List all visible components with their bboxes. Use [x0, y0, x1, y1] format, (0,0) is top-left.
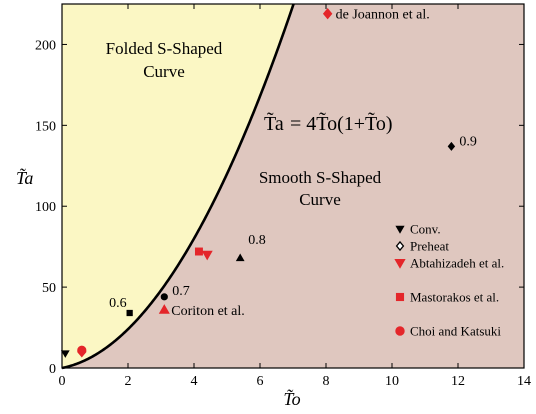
marker-diamond — [77, 346, 87, 358]
y-tick-label: 100 — [35, 200, 56, 215]
smooth-region-label-line2: Curve — [299, 190, 341, 209]
marker-triangle-down — [394, 258, 406, 269]
x-tick-label: 6 — [257, 374, 264, 389]
point-label: 0.6 — [109, 296, 127, 311]
y-tick-label: 0 — [49, 362, 56, 377]
marker-triangle-down — [201, 250, 213, 261]
legend-item-label: Conv. — [410, 222, 441, 237]
legend-item-label: Preheat — [410, 239, 449, 254]
data-points: 0.9 0.8 0.7 0.6 de Joannon et al. Coriton et … — [60, 8, 477, 358]
plot-frame — [61, 3, 525, 369]
folded-region-label: Folded S-Shaped Curve — [106, 39, 223, 81]
marker-triangle-up — [235, 253, 245, 262]
y-tick-label: 150 — [35, 119, 56, 134]
point-label: de Joannon et al. — [336, 8, 430, 23]
smooth-region — [62, 4, 524, 368]
marker-diamond — [322, 8, 333, 20]
legend-item-label: Choi and Katsuki — [410, 324, 501, 339]
point-label: 0.7 — [172, 284, 190, 299]
x-axis: 0 2 4 6 8 10 12 14 — [59, 4, 531, 389]
marker-triangle-up — [158, 304, 170, 314]
marker-square — [395, 292, 405, 302]
y-axis-label: T̃a — [16, 168, 33, 188]
x-tick-label: 4 — [191, 374, 198, 389]
smooth-region-label-line1: Smooth S-Shaped — [259, 168, 382, 187]
y-tick-label: 50 — [42, 281, 56, 296]
x-tick-label: 8 — [323, 374, 330, 389]
marker-triangle-down — [395, 225, 405, 234]
legend-item-label: Abtahizadeh et al. — [410, 256, 504, 271]
folded-region — [62, 4, 294, 368]
x-tick-label: 0 — [59, 374, 66, 389]
marker-diamond — [447, 141, 456, 151]
folded-region-label-line1: Folded S-Shaped — [106, 39, 223, 58]
x-tick-label: 10 — [385, 374, 399, 389]
x-tick-label: 12 — [451, 374, 465, 389]
point-label: 0.9 — [459, 134, 477, 149]
marker-triangle-down — [60, 350, 70, 358]
marker-square — [194, 247, 203, 256]
legend: Conv. Preheat Abtahizadeh et al. Mastorakos… — [394, 222, 504, 339]
point-label: Coriton et al. — [171, 304, 245, 319]
curve-equation-lhs: T̃a — [264, 111, 284, 135]
marker-square — [126, 309, 133, 317]
curve-equation: T̃a = 4T̃o(1+T̃o) — [264, 111, 393, 135]
marker-diamond — [395, 240, 405, 252]
legend-item-label: Mastorakos et al. — [410, 290, 499, 305]
x-axis-label: T̃o — [283, 389, 300, 409]
marker-circle — [395, 326, 405, 336]
folded-region-label-line2: Curve — [143, 62, 185, 81]
x-tick-label: 14 — [517, 374, 531, 389]
smooth-region-label: Smooth S-Shaped Curve — [259, 168, 382, 209]
y-tick-label: 200 — [35, 38, 56, 53]
point-label: 0.8 — [248, 233, 266, 248]
curve-equation-rhs: = 4T̃o(1+T̃o) — [290, 111, 393, 135]
x-tick-label: 2 — [125, 374, 132, 389]
boundary-curve — [61, 3, 295, 370]
marker-circle — [160, 293, 168, 301]
